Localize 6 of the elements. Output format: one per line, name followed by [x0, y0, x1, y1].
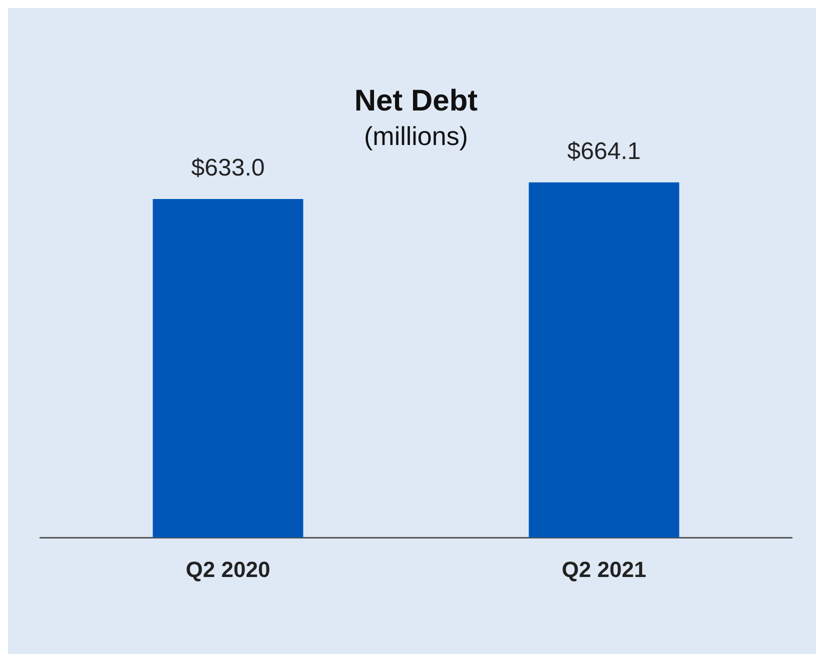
data-label: $633.0 [191, 154, 265, 182]
chart-title: Net Debt [354, 84, 478, 118]
chart-subtitle: (millions) [364, 120, 468, 151]
x-tick-label: Q2 2021 [562, 556, 646, 582]
x-tick-label: Q2 2020 [186, 556, 270, 582]
data-label: $664.1 [567, 138, 641, 166]
